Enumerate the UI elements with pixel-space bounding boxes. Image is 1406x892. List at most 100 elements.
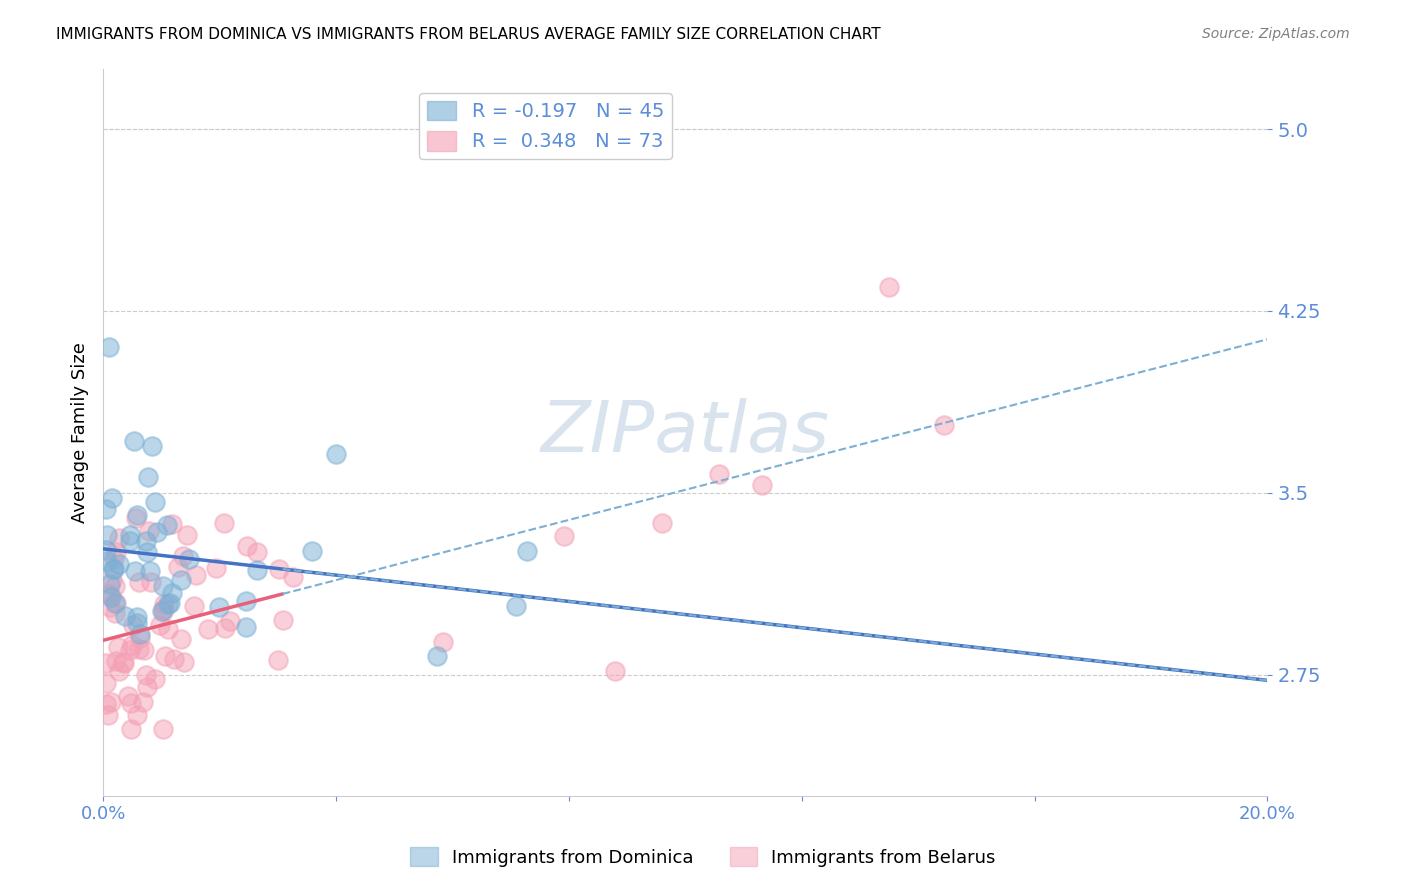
Immigrants from Belarus bbox=[135, 667, 157, 681]
Immigrants from Belarus bbox=[205, 561, 228, 575]
Immigrants from Belarus bbox=[132, 695, 155, 709]
Immigrants from Dominica bbox=[108, 557, 131, 571]
Immigrants from Belarus bbox=[212, 516, 235, 530]
Immigrants from Dominica bbox=[156, 517, 179, 532]
Y-axis label: Average Family Size: Average Family Size bbox=[72, 342, 89, 523]
Immigrants from Belarus bbox=[138, 524, 160, 538]
Immigrants from Belarus bbox=[103, 552, 125, 566]
Immigrants from Dominica bbox=[246, 563, 269, 577]
Immigrants from Dominica bbox=[103, 562, 125, 576]
Immigrants from Belarus bbox=[107, 531, 129, 545]
Immigrants from Dominica bbox=[97, 340, 120, 354]
Immigrants from Dominica bbox=[141, 439, 163, 453]
Immigrants from Belarus bbox=[184, 567, 207, 582]
Immigrants from Dominica bbox=[426, 648, 449, 663]
Immigrants from Dominica bbox=[125, 610, 148, 624]
Immigrants from Dominica bbox=[100, 491, 122, 505]
Immigrants from Dominica bbox=[136, 545, 159, 559]
Immigrants from Dominica bbox=[135, 533, 157, 548]
Immigrants from Belarus bbox=[128, 575, 150, 590]
Immigrants from Belarus bbox=[267, 653, 290, 667]
Immigrants from Dominica bbox=[114, 609, 136, 624]
Immigrants from Belarus bbox=[235, 539, 257, 553]
Immigrants from Belarus bbox=[105, 654, 128, 668]
Immigrants from Belarus bbox=[97, 587, 120, 601]
Immigrants from Belarus bbox=[166, 560, 188, 574]
Immigrants from Dominica bbox=[125, 616, 148, 631]
Immigrants from Belarus bbox=[96, 708, 118, 723]
Immigrants from Dominica bbox=[152, 578, 174, 592]
Immigrants from Dominica bbox=[118, 533, 141, 548]
Immigrants from Belarus bbox=[707, 467, 730, 481]
Immigrants from Belarus bbox=[125, 707, 148, 722]
Immigrants from Belarus bbox=[214, 622, 236, 636]
Immigrants from Dominica bbox=[100, 591, 122, 605]
Immigrants from Dominica bbox=[94, 502, 117, 516]
Immigrants from Dominica bbox=[516, 544, 538, 558]
Immigrants from Belarus bbox=[100, 695, 122, 709]
Immigrants from Belarus bbox=[271, 613, 294, 627]
Immigrants from Dominica bbox=[139, 564, 162, 578]
Immigrants from Belarus bbox=[183, 599, 205, 613]
Text: ZIPatlas: ZIPatlas bbox=[541, 398, 830, 467]
Immigrants from Belarus bbox=[104, 596, 127, 610]
Immigrants from Belarus bbox=[117, 690, 139, 704]
Immigrants from Belarus bbox=[125, 511, 148, 525]
Immigrants from Belarus bbox=[94, 656, 117, 670]
Immigrants from Dominica bbox=[177, 552, 200, 566]
Immigrants from Belarus bbox=[120, 696, 142, 710]
Immigrants from Belarus bbox=[153, 597, 176, 611]
Immigrants from Belarus bbox=[267, 561, 290, 575]
Immigrants from Dominica bbox=[128, 627, 150, 641]
Immigrants from Dominica bbox=[96, 527, 118, 541]
Immigrants from Dominica bbox=[208, 600, 231, 615]
Text: Source: ZipAtlas.com: Source: ZipAtlas.com bbox=[1202, 27, 1350, 41]
Immigrants from Belarus bbox=[132, 643, 155, 657]
Immigrants from Dominica bbox=[325, 447, 347, 461]
Immigrants from Belarus bbox=[163, 652, 186, 666]
Legend: R = -0.197   N = 45, R =  0.348   N = 73: R = -0.197 N = 45, R = 0.348 N = 73 bbox=[419, 93, 672, 159]
Immigrants from Belarus bbox=[128, 641, 150, 656]
Immigrants from Belarus bbox=[101, 573, 124, 587]
Immigrants from Belarus bbox=[94, 698, 117, 712]
Immigrants from Belarus bbox=[104, 578, 127, 592]
Immigrants from Belarus bbox=[104, 545, 127, 559]
Immigrants from Belarus bbox=[135, 680, 157, 694]
Text: IMMIGRANTS FROM DOMINICA VS IMMIGRANTS FROM BELARUS AVERAGE FAMILY SIZE CORRELAT: IMMIGRANTS FROM DOMINICA VS IMMIGRANTS F… bbox=[56, 27, 882, 42]
Immigrants from Belarus bbox=[553, 529, 575, 543]
Immigrants from Dominica bbox=[120, 527, 142, 541]
Immigrants from Dominica bbox=[124, 564, 146, 578]
Immigrants from Dominica bbox=[235, 594, 257, 608]
Immigrants from Dominica bbox=[125, 508, 148, 523]
Immigrants from Dominica bbox=[150, 603, 173, 617]
Immigrants from Belarus bbox=[281, 570, 304, 584]
Immigrants from Belarus bbox=[219, 614, 242, 628]
Immigrants from Belarus bbox=[651, 516, 673, 531]
Immigrants from Belarus bbox=[246, 545, 269, 559]
Legend: Immigrants from Dominica, Immigrants from Belarus: Immigrants from Dominica, Immigrants fro… bbox=[404, 840, 1002, 874]
Immigrants from Belarus bbox=[160, 516, 183, 531]
Immigrants from Dominica bbox=[235, 619, 257, 633]
Immigrants from Belarus bbox=[121, 638, 143, 652]
Immigrants from Belarus bbox=[118, 642, 141, 657]
Immigrants from Belarus bbox=[152, 604, 174, 618]
Immigrants from Belarus bbox=[176, 527, 198, 541]
Immigrants from Belarus bbox=[173, 656, 195, 670]
Immigrants from Dominica bbox=[143, 495, 166, 509]
Immigrants from Belarus bbox=[139, 575, 162, 590]
Immigrants from Belarus bbox=[149, 618, 172, 632]
Immigrants from Belarus bbox=[129, 631, 152, 645]
Immigrants from Belarus bbox=[108, 664, 131, 678]
Immigrants from Belarus bbox=[155, 649, 177, 664]
Immigrants from Dominica bbox=[159, 596, 181, 610]
Immigrants from Belarus bbox=[112, 657, 135, 671]
Immigrants from Belarus bbox=[98, 599, 121, 614]
Immigrants from Dominica bbox=[301, 544, 323, 558]
Immigrants from Dominica bbox=[124, 434, 146, 448]
Immigrants from Belarus bbox=[111, 655, 134, 669]
Immigrants from Belarus bbox=[152, 722, 174, 736]
Immigrants from Dominica bbox=[136, 470, 159, 484]
Immigrants from Belarus bbox=[107, 640, 129, 654]
Immigrants from Belarus bbox=[98, 587, 121, 601]
Immigrants from Belarus bbox=[751, 477, 773, 491]
